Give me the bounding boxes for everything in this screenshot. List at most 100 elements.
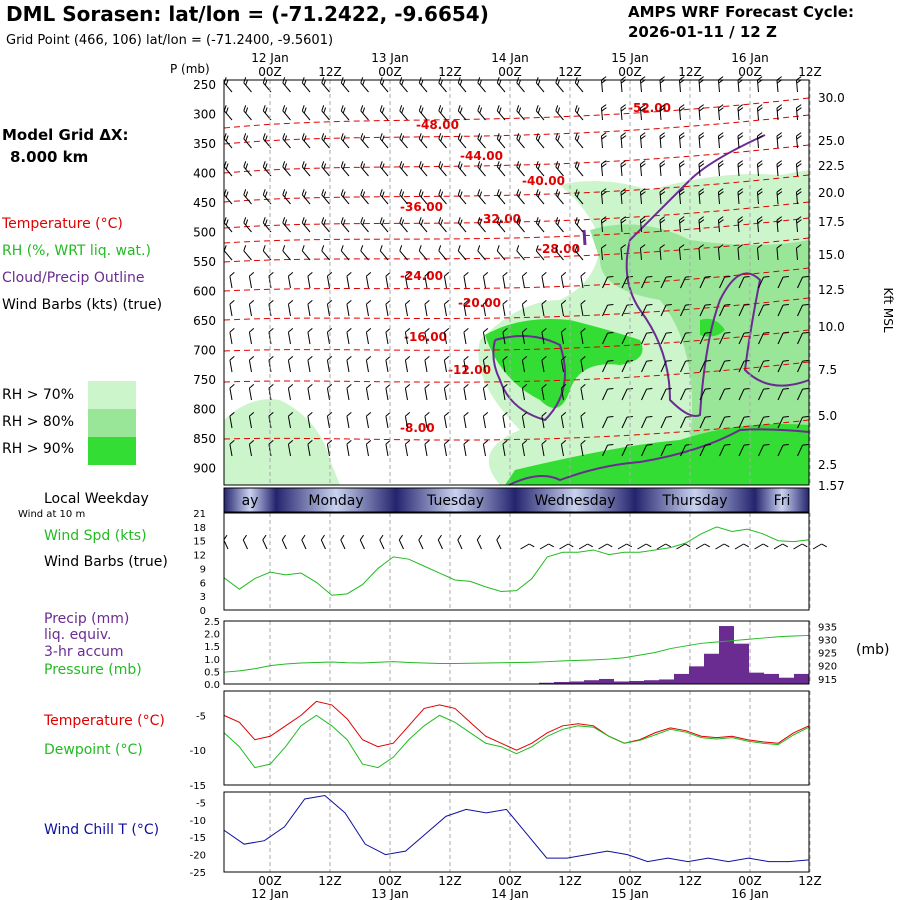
wind-barb [758, 332, 770, 345]
wind-barb [346, 439, 352, 457]
wind-barb [699, 332, 711, 345]
wind-barb [268, 271, 274, 289]
pressure-tick: 850 [193, 432, 216, 446]
wind-barb [340, 105, 350, 121]
wind-barb [738, 416, 750, 429]
wind-barb [301, 133, 311, 149]
wind-barb [795, 104, 802, 121]
wind-barb [482, 299, 489, 317]
surface-wind-barb [457, 534, 463, 550]
surface-wind-barb [656, 543, 672, 550]
wind-barb [424, 327, 430, 345]
wind-barb [424, 271, 430, 289]
wind-panel-frame [223, 512, 810, 611]
wind-barb [660, 304, 672, 317]
surface-wind-barb [559, 543, 574, 550]
wind-barb [659, 76, 666, 93]
wind-barb [399, 105, 408, 121]
wind-barb [321, 217, 330, 233]
wind-barb [287, 411, 294, 429]
wind-barb [560, 411, 567, 429]
precip-bar [554, 681, 569, 684]
wind-y-tick: 21 [193, 509, 206, 520]
wind-barb [229, 383, 235, 401]
wind-barb [365, 299, 372, 317]
wind-barb [496, 105, 506, 121]
wind-barb [496, 189, 506, 205]
wind-barb [243, 217, 252, 233]
wind-barb [521, 439, 528, 457]
wind-barb [620, 104, 627, 121]
wind-barb [560, 327, 567, 345]
wind-barb [443, 271, 450, 289]
wind-barb [365, 439, 372, 457]
isotherm-label: -8.00 [400, 421, 435, 435]
top-time-tick: 12Z [558, 65, 582, 79]
wind-barb [719, 332, 731, 345]
wind-barb [777, 444, 789, 457]
wind-barb [379, 133, 389, 149]
wind-barb [385, 299, 391, 317]
wind-chill-label: Wind Chill T (°C) [44, 822, 160, 838]
wind-barb [776, 188, 783, 205]
dewpoint-line [223, 714, 810, 769]
wind-barb [717, 76, 724, 93]
wind-barb [639, 216, 646, 233]
wind-barb [600, 104, 607, 121]
wind-barb [438, 105, 447, 121]
wind-barb [262, 189, 272, 205]
wind-barb [404, 355, 411, 373]
wind-barb [243, 161, 252, 177]
pressure-y-tick: 935 [818, 622, 837, 633]
wind-barb [268, 439, 274, 457]
wind-barb [385, 439, 391, 457]
wind-barb [756, 244, 763, 261]
surface-wind-barb [476, 534, 482, 550]
wind-barb [438, 217, 447, 233]
wind-barb [248, 411, 255, 429]
wind-barb [360, 189, 369, 205]
height-tick: 17.5 [818, 215, 845, 229]
wind-barb [321, 245, 330, 261]
wind-barb [600, 188, 607, 205]
wind-barb [521, 355, 528, 373]
wind-barb [719, 388, 731, 401]
isotherm-line [223, 297, 810, 321]
height-tick: 15.0 [818, 248, 845, 262]
height-axis-title: Kft MSL [881, 287, 895, 332]
wind-barb [580, 439, 586, 457]
wind-barb [698, 188, 705, 205]
wind-panel [223, 513, 828, 610]
precip-bar [734, 643, 749, 684]
wind-speed-line [223, 526, 810, 596]
bottom-date-tick: 12 Jan [251, 887, 289, 900]
pressure-tick: 450 [193, 196, 216, 210]
height-tick: 2.5 [818, 458, 837, 472]
wind-barb [699, 360, 711, 373]
precip-bar [614, 681, 629, 684]
pressure-tick: 750 [193, 373, 216, 387]
top-time-tick: 12Z [318, 65, 342, 79]
wind-barb [602, 444, 614, 457]
precip-bar [539, 682, 554, 684]
legend-wind-barbs: Wind Barbs (kts) (true) [2, 297, 163, 313]
wind-barb [660, 444, 672, 457]
local-weekday-label: Local Weekday [44, 491, 149, 507]
wind-barb [641, 276, 653, 289]
legend-temperature: Temperature (°C) [2, 216, 123, 232]
wind-barb [535, 133, 545, 149]
wind-barb [418, 245, 428, 261]
wind-barb [641, 416, 653, 429]
wind-barb [641, 444, 653, 457]
precip-bar [749, 672, 764, 684]
forecast-cycle-label: AMPS WRF Forecast Cycle: [628, 3, 854, 21]
precip-bar [569, 681, 584, 684]
wind-barb [698, 216, 705, 233]
wind-barb [602, 416, 614, 429]
cloud-outline [508, 428, 810, 486]
wind-barb [521, 411, 528, 429]
wind-barb [776, 216, 783, 233]
wind-barb [541, 383, 547, 401]
wind-barb [418, 189, 428, 205]
forecast-cycle-value: 2026-01-11 / 12 Z [628, 23, 777, 41]
